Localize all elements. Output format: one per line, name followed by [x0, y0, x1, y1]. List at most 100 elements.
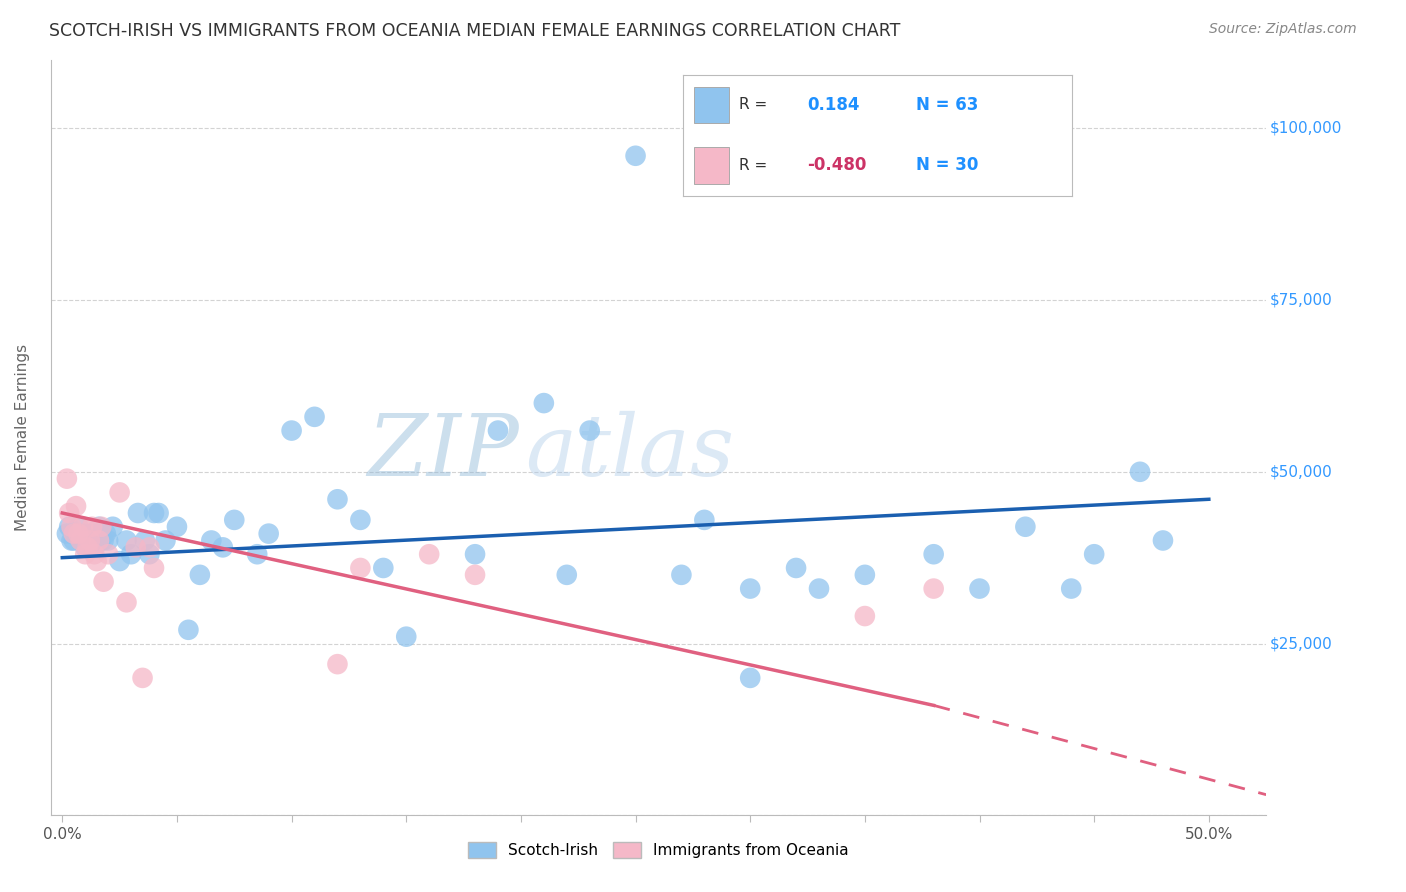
Point	[155, 533, 177, 548]
Text: $50,000: $50,000	[1270, 465, 1333, 479]
Point	[373, 561, 395, 575]
Point	[76, 526, 98, 541]
Point	[1152, 533, 1174, 548]
Point	[62, 533, 84, 548]
Point	[578, 424, 600, 438]
Point	[1014, 520, 1036, 534]
Point	[853, 567, 876, 582]
Point	[1083, 547, 1105, 561]
Point	[56, 472, 79, 486]
Point	[82, 520, 104, 534]
Text: $25,000: $25,000	[1270, 636, 1333, 651]
Legend: Scotch-Irish, Immigrants from Oceania: Scotch-Irish, Immigrants from Oceania	[463, 836, 855, 864]
Point	[131, 671, 153, 685]
Point	[72, 520, 94, 534]
Point	[200, 533, 222, 548]
Point	[115, 533, 138, 548]
Point	[120, 547, 142, 561]
Point	[60, 533, 83, 548]
Point	[464, 547, 486, 561]
Point	[693, 513, 716, 527]
Point	[76, 541, 98, 555]
Y-axis label: Median Female Earnings: Median Female Earnings	[15, 344, 30, 531]
Point	[1129, 465, 1152, 479]
Point	[58, 506, 80, 520]
Point	[86, 526, 108, 541]
Point	[1060, 582, 1083, 596]
Point	[211, 541, 233, 555]
Text: atlas: atlas	[524, 411, 734, 494]
Point	[65, 499, 87, 513]
Point	[86, 554, 108, 568]
Point	[671, 567, 693, 582]
Point	[349, 513, 371, 527]
Point	[624, 149, 647, 163]
Point	[188, 567, 211, 582]
Point	[138, 547, 160, 561]
Point	[108, 485, 131, 500]
Point	[94, 526, 117, 541]
Text: SCOTCH-IRISH VS IMMIGRANTS FROM OCEANIA MEDIAN FEMALE EARNINGS CORRELATION CHART: SCOTCH-IRISH VS IMMIGRANTS FROM OCEANIA …	[49, 22, 901, 40]
Point	[60, 520, 83, 534]
Point	[808, 582, 831, 596]
Point	[101, 520, 124, 534]
Point	[127, 506, 149, 520]
Point	[82, 526, 104, 541]
Point	[177, 623, 200, 637]
Point	[56, 526, 79, 541]
Point	[87, 533, 110, 548]
Text: $75,000: $75,000	[1270, 293, 1333, 308]
Point	[533, 396, 555, 410]
Point	[62, 526, 84, 541]
Point	[740, 671, 762, 685]
Point	[418, 547, 440, 561]
Point	[93, 533, 115, 548]
Point	[148, 506, 170, 520]
Point	[67, 520, 90, 534]
Text: ZIP: ZIP	[367, 411, 519, 494]
Point	[124, 541, 146, 555]
Point	[853, 609, 876, 624]
Point	[67, 526, 90, 541]
Point	[87, 520, 110, 534]
Point	[69, 533, 91, 548]
Point	[83, 541, 105, 555]
Point	[555, 567, 578, 582]
Point	[143, 561, 166, 575]
Point	[79, 533, 101, 548]
Point	[138, 541, 160, 555]
Point	[115, 595, 138, 609]
Point	[922, 582, 945, 596]
Point	[90, 533, 112, 548]
Point	[90, 520, 112, 534]
Point	[246, 547, 269, 561]
Point	[224, 513, 246, 527]
Point	[79, 533, 101, 548]
Point	[785, 561, 807, 575]
Point	[134, 533, 156, 548]
Point	[486, 424, 509, 438]
Point	[75, 547, 97, 561]
Text: $100,000: $100,000	[1270, 120, 1343, 136]
Point	[280, 424, 302, 438]
Point	[969, 582, 991, 596]
Point	[97, 533, 120, 548]
Point	[257, 526, 280, 541]
Point	[922, 547, 945, 561]
Point	[69, 533, 91, 548]
Point	[75, 541, 97, 555]
Point	[326, 492, 349, 507]
Point	[93, 574, 115, 589]
Point	[72, 526, 94, 541]
Point	[166, 520, 188, 534]
Point	[349, 561, 371, 575]
Point	[304, 409, 326, 424]
Point	[108, 554, 131, 568]
Point	[464, 567, 486, 582]
Point	[740, 582, 762, 596]
Text: Source: ZipAtlas.com: Source: ZipAtlas.com	[1209, 22, 1357, 37]
Point	[65, 526, 87, 541]
Point	[143, 506, 166, 520]
Point	[326, 657, 349, 672]
Point	[83, 547, 105, 561]
